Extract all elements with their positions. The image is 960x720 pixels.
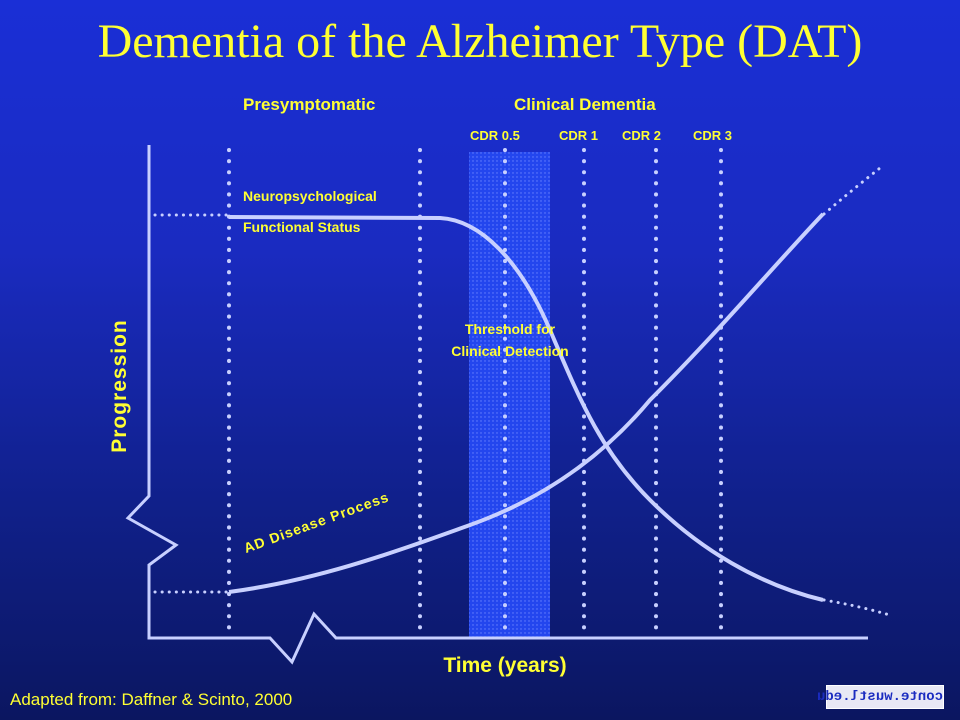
cdr-label: CDR 2 bbox=[622, 128, 662, 143]
ad-curve-tail bbox=[822, 166, 882, 216]
wustl-logo: conte.wustl.edu bbox=[817, 685, 944, 709]
ad-disease-curve bbox=[228, 212, 825, 594]
neuro-label: Neuropsychological bbox=[243, 188, 377, 204]
source-citation: Adapted from: Daffner & Scinto, 2000 bbox=[10, 690, 293, 709]
phase-label-clinical: Clinical Dementia bbox=[514, 95, 656, 114]
phase-label-presymptomatic: Presymptomatic bbox=[243, 95, 376, 114]
neuro-curve-tail bbox=[822, 598, 895, 618]
cdr-label: CDR 1 bbox=[559, 128, 599, 143]
threshold-label: Threshold for Clinical Detection bbox=[451, 321, 569, 359]
threshold-band bbox=[469, 152, 550, 638]
cdr-label: CDR 0.5 bbox=[470, 128, 520, 143]
neuro-functional-curve bbox=[228, 215, 824, 602]
y-axis-label: Progression bbox=[108, 319, 131, 453]
x-axis-label: Time (years) bbox=[443, 654, 567, 677]
functional-label: Functional Status bbox=[243, 219, 361, 235]
slide-title: Dementia of the Alzheimer Type (DAT) bbox=[97, 15, 863, 68]
cdr-label: CDR 3 bbox=[693, 128, 733, 143]
y-axis bbox=[125, 145, 868, 665]
